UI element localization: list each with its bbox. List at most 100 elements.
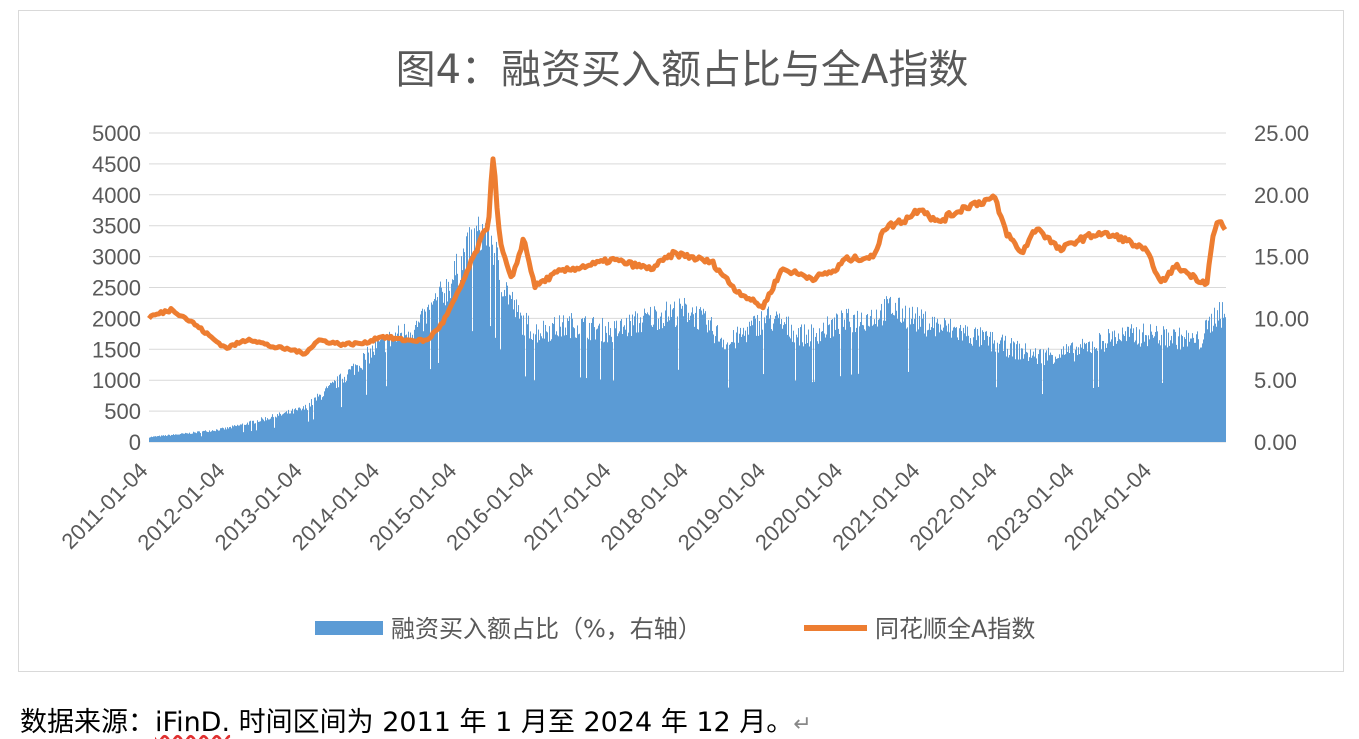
bar	[744, 335, 745, 442]
bar	[1041, 363, 1042, 442]
bar	[237, 424, 238, 442]
bar	[683, 316, 684, 442]
bar	[931, 327, 932, 442]
bar	[1063, 346, 1064, 442]
bar	[1144, 341, 1145, 442]
bar	[595, 339, 596, 442]
bar	[270, 418, 271, 442]
bar	[976, 340, 977, 442]
bar	[1013, 341, 1014, 442]
bar	[1198, 339, 1199, 442]
bar	[864, 329, 865, 442]
bar	[709, 330, 710, 442]
bar	[269, 419, 270, 442]
bar	[394, 337, 395, 442]
left-tick-label: 500	[104, 399, 141, 424]
bar	[193, 431, 194, 442]
bar	[937, 318, 938, 442]
bar	[767, 308, 768, 442]
bar	[257, 420, 258, 442]
bar	[448, 281, 449, 442]
bar	[618, 333, 619, 442]
bar	[544, 338, 545, 442]
bar	[903, 321, 904, 442]
bar	[566, 335, 567, 442]
bar	[311, 399, 312, 442]
bar	[571, 313, 572, 442]
bar	[202, 431, 203, 442]
bar	[1189, 341, 1190, 442]
bar	[1130, 328, 1131, 442]
bar	[884, 299, 885, 442]
bar	[676, 325, 677, 442]
bar	[856, 327, 857, 442]
bar	[980, 327, 981, 442]
bar	[997, 342, 998, 442]
bar	[1207, 329, 1208, 442]
bar	[303, 406, 304, 442]
bar	[286, 411, 287, 442]
bar	[218, 430, 219, 442]
bar	[1072, 342, 1073, 442]
bar	[1196, 334, 1197, 442]
bar	[280, 413, 281, 442]
bar	[275, 416, 276, 442]
bar	[536, 324, 537, 442]
bar	[207, 431, 208, 442]
bar	[842, 312, 843, 442]
bar	[1030, 349, 1031, 442]
bar	[498, 260, 499, 442]
bar	[840, 376, 841, 442]
bar	[1012, 356, 1013, 442]
bar	[893, 314, 894, 442]
bar	[271, 416, 272, 442]
bar	[496, 241, 497, 442]
right-axis: 25.00 20.00 15.00 10.00 5.00 0.00	[1254, 121, 1309, 455]
bar	[528, 315, 529, 442]
bar	[1002, 334, 1003, 442]
bar	[938, 323, 939, 442]
bar	[711, 317, 712, 442]
bar	[555, 334, 556, 442]
bar	[769, 318, 770, 442]
bar	[363, 352, 364, 442]
bar	[633, 325, 634, 442]
bar	[577, 325, 578, 442]
bar	[652, 326, 653, 442]
bar	[892, 312, 893, 442]
bar	[822, 331, 823, 442]
bar	[1104, 351, 1105, 442]
bar	[1105, 343, 1106, 442]
bar	[1058, 358, 1059, 442]
bar	[940, 324, 941, 442]
bar	[1162, 383, 1163, 442]
bar	[943, 327, 944, 442]
bar	[191, 433, 192, 442]
bar	[1168, 332, 1169, 442]
bar	[794, 342, 795, 442]
bar	[1067, 351, 1068, 442]
bar	[1205, 320, 1206, 442]
bar	[796, 334, 797, 442]
bar	[262, 418, 263, 442]
bar	[574, 328, 575, 442]
bar	[563, 315, 564, 442]
bar	[355, 364, 356, 442]
bar	[1006, 356, 1007, 442]
bar	[234, 425, 235, 442]
bar	[1014, 342, 1015, 442]
bar	[844, 319, 845, 442]
bar	[924, 333, 925, 442]
bar	[1163, 326, 1164, 442]
bar	[201, 436, 202, 442]
bar	[847, 313, 848, 442]
bar	[328, 386, 329, 442]
bar	[304, 409, 305, 442]
bar	[390, 346, 391, 442]
bar	[743, 327, 744, 442]
bar	[553, 323, 554, 442]
bar	[979, 346, 980, 442]
bar	[859, 326, 860, 442]
bar	[698, 329, 699, 442]
bar	[1158, 343, 1159, 442]
